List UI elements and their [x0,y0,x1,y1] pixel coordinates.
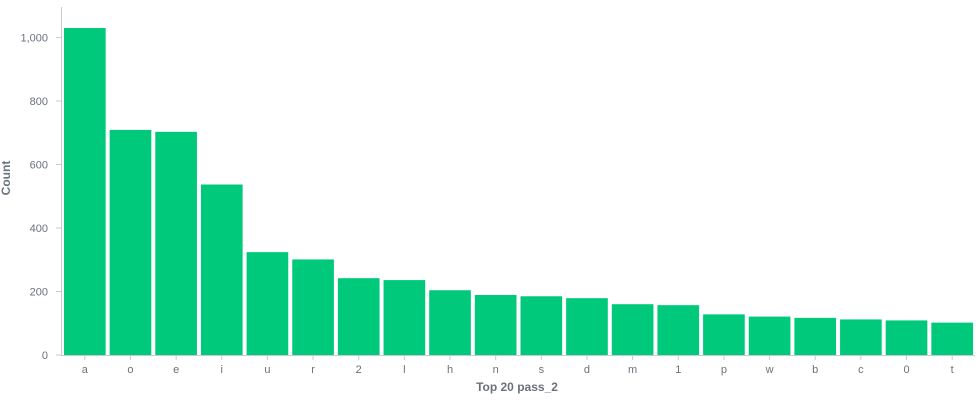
x-tick-label: l [403,364,405,376]
x-tick-label: c [858,364,864,376]
x-tick-label: u [264,364,270,376]
x-tick-label: e [173,364,179,376]
bar-r[interactable] [292,259,334,355]
bar-n[interactable] [474,295,517,355]
bar-1[interactable] [657,305,700,355]
bar-i[interactable] [200,184,243,355]
x-tick-label: o [127,364,133,376]
bar-e[interactable] [155,131,197,355]
x-tick-label: 1 [675,364,681,376]
bar-0[interactable] [885,320,928,355]
bar-t[interactable] [931,322,973,355]
x-tick-label: p [721,364,727,376]
x-tick-label: h [447,364,453,376]
bar-u[interactable] [246,252,289,355]
x-ticks-group: a o e i u r 2 l h n s d m 1 p w b c 0 t [82,355,954,376]
x-tick-label: t [951,364,954,376]
y-tick-label: 1,000 [20,33,48,45]
bar-d[interactable] [566,298,608,355]
bar-2[interactable] [337,278,380,355]
bar-c[interactable] [840,319,882,355]
y-tick-label: 200 [30,287,48,299]
bar-o[interactable] [109,129,152,355]
x-tick-label: d [584,364,590,376]
y-ticks-group: 0 200 400 600 800 1,000 [20,33,62,362]
x-tick-label: 2 [356,364,362,376]
x-tick-label: 0 [903,364,909,376]
x-tick-label: s [539,364,545,376]
bar-a[interactable] [64,28,106,355]
y-tick-label: 800 [30,96,48,108]
bars-group [64,28,973,355]
bar-l[interactable] [383,280,426,355]
y-tick-label: 0 [42,350,48,362]
y-axis-title: Count [0,161,13,196]
y-tick-label: 600 [30,160,48,172]
bar-w[interactable] [748,316,791,355]
x-tick-label: i [221,364,223,376]
x-tick-label: n [493,364,499,376]
x-tick-label: a [82,364,89,376]
bar-b[interactable] [794,317,837,355]
x-axis-title: Top 20 pass_2 [476,380,558,394]
bar-s[interactable] [520,296,563,355]
bar-p[interactable] [703,314,745,355]
y-tick-label: 400 [30,223,48,235]
x-tick-label: b [812,364,818,376]
x-tick-label: w [765,364,774,376]
bar-h[interactable] [429,290,471,355]
x-tick-label: r [311,364,315,376]
bar-m[interactable] [611,304,654,355]
x-tick-label: m [628,364,637,376]
